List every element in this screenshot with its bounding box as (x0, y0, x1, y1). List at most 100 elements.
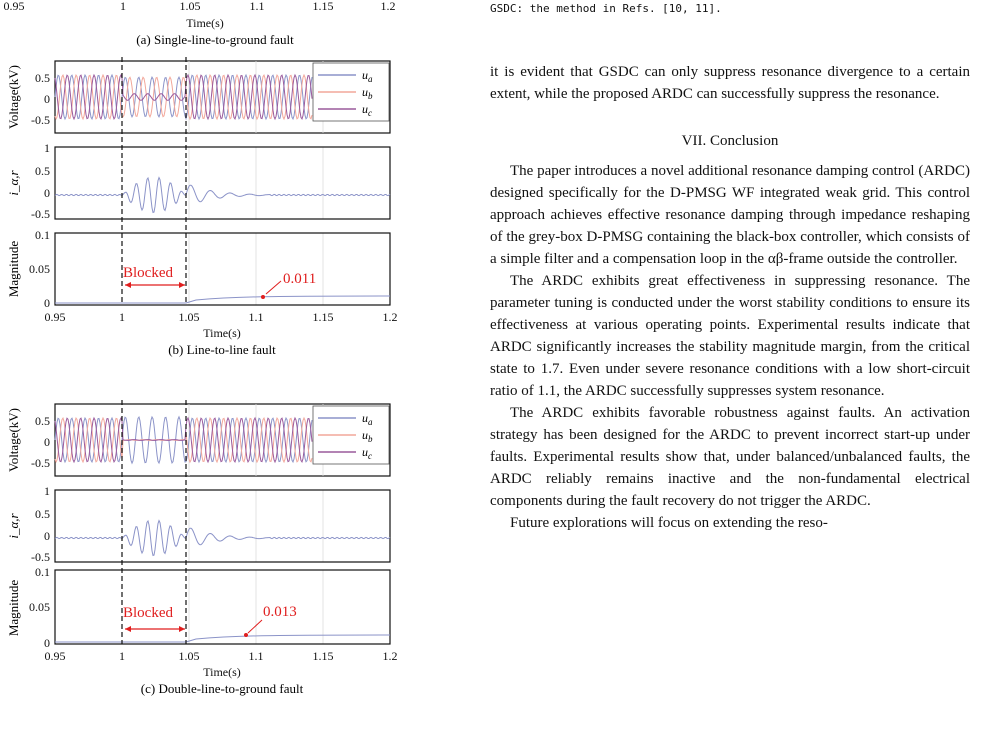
paragraph: The paper introduces a novel additional … (490, 163, 970, 267)
legend-ub: ub (362, 428, 373, 444)
voltage-ylabel: Voltage(kV) (6, 65, 21, 129)
tick-label: -0.5 (31, 207, 50, 221)
figure-caption: (a) Single-line-to-ground fault (136, 32, 294, 47)
tick-label: 1.1 (249, 649, 264, 663)
blocked-label: Blocked (123, 265, 173, 281)
figure-c: Voltage(kV) 0.5 0 -0.5 ua ub uc i_α,r 1 … (0, 398, 460, 732)
tick-label: 0.95 (45, 310, 66, 324)
tick-label: 1.2 (383, 649, 398, 663)
note-text: GSDC: the method in Refs. [10, 11]. (490, 2, 722, 15)
tick-label: 1.15 (313, 0, 334, 13)
magnitude-ylabel: Magnitude (6, 580, 21, 637)
blocked-arrow-head-right (179, 282, 185, 288)
magnitude-ylabel: Magnitude (6, 241, 21, 298)
figure-caption: (c) Double-line-to-ground fault (141, 681, 304, 696)
voltage-trace (54, 73, 313, 121)
current-ylabel: i_α,r (6, 512, 21, 538)
legend-ub: ub (362, 85, 373, 101)
peak-annotation: 0.011 (283, 271, 316, 287)
current-waveform (54, 519, 391, 557)
figure-b-svg: Voltage(kV) 0.5 0 -0.5 ua ub uc i_α,r 1 … (6, 57, 398, 357)
table-note: GSDC: the method in Refs. [10, 11]. (490, 2, 970, 15)
tick-label: 1.05 (180, 0, 201, 13)
blocked-arrow-head-right (179, 626, 185, 632)
tick-label: 1.05 (179, 310, 200, 324)
tick-label: 0.5 (35, 414, 50, 428)
voltage-trace (54, 73, 313, 121)
figure-b: Voltage(kV) 0.5 0 -0.5 ua ub uc i_α,r 1 … (0, 55, 460, 385)
tick-label: -0.5 (31, 113, 50, 127)
tick-label: 1.15 (313, 649, 334, 663)
tick-label: 0.5 (35, 71, 50, 85)
tick-label: 0 (44, 636, 50, 650)
voltage-trace (54, 73, 313, 121)
current-trace (54, 519, 391, 557)
figure-a-fragment: 0.95 1 1.05 1.1 1.15 1.2 Time(s) (a) Sin… (0, 0, 440, 50)
legend-uc: uc (362, 445, 372, 461)
x-axis-label: Time(s) (203, 326, 241, 340)
tick-label: 0 (44, 296, 50, 310)
figure-a-xaxis: 0.95 1 1.05 1.1 1.15 1.2 Time(s) (a) Sin… (4, 0, 396, 47)
legend: ua ub uc (312, 405, 390, 465)
voltage-waveforms (54, 61, 324, 305)
annotation-point (244, 633, 248, 637)
current-waveform (54, 176, 391, 214)
tick-label: 1 (119, 310, 125, 324)
blocked-label: Blocked (123, 605, 173, 621)
tick-label: 0.1 (35, 565, 50, 579)
tick-label: 0.1 (35, 228, 50, 242)
blocked-arrow-head-left (125, 626, 131, 632)
fault-markers (121, 57, 187, 305)
legend-ua: ua (362, 411, 373, 427)
figure-c-svg: Voltage(kV) 0.5 0 -0.5 ua ub uc i_α,r 1 … (6, 400, 398, 696)
annotation-pointer (265, 280, 282, 295)
tick-label: 1 (44, 141, 50, 155)
tick-label: 0 (44, 435, 50, 449)
tick-label: 0.5 (35, 164, 50, 178)
tick-label: 0 (44, 186, 50, 200)
legend: ua ub uc (312, 62, 390, 122)
annotation-pointer (247, 619, 263, 634)
tick-label: 0.05 (29, 262, 50, 276)
voltage-trace (54, 416, 313, 464)
current-ylabel: i_α,r (6, 169, 21, 195)
legend-ua: ua (362, 68, 373, 84)
tick-label: -0.5 (31, 550, 50, 564)
magnitude-curve (55, 634, 391, 643)
body-text: it is evident that GSDC can only suppres… (490, 61, 970, 534)
magnitude-trace (55, 295, 391, 304)
tick-label: 1.2 (381, 0, 396, 13)
current-panel-frame (54, 146, 391, 220)
paragraph: Future explorations will focus on extend… (510, 515, 828, 531)
tick-label: 1.1 (250, 0, 265, 13)
fault-markers (121, 400, 187, 644)
tick-label: 1.2 (383, 310, 398, 324)
tick-label: 0.5 (35, 507, 50, 521)
figure-caption: (b) Line-to-line fault (168, 342, 276, 357)
tick-label: -0.5 (31, 456, 50, 470)
x-axis-label: Time(s) (186, 16, 224, 30)
voltage-trace (54, 415, 313, 465)
paragraph: The ARDC exhibits great effectiveness in… (490, 273, 970, 399)
magnitude-panel-frame (54, 232, 391, 306)
tick-label: 1 (120, 0, 126, 13)
tick-label: 1 (119, 649, 125, 663)
voltage-ylabel: Voltage(kV) (6, 408, 21, 472)
tick-label: 1.1 (249, 310, 264, 324)
magnitude-trace (55, 634, 391, 643)
magnitude-curve (55, 295, 391, 304)
current-trace (54, 176, 391, 214)
legend-uc: uc (362, 102, 372, 118)
current-panel-frame (54, 489, 391, 563)
section-title: VII. Conclusion (681, 133, 779, 149)
tick-label: 0.95 (4, 0, 25, 13)
paragraph: The ARDC exhibits favorable robustness a… (490, 405, 970, 509)
tick-label: 1 (44, 484, 50, 498)
annotation-point (261, 295, 265, 299)
tick-label: 0.95 (45, 649, 66, 663)
magnitude-panel-frame (54, 569, 391, 645)
tick-label: 0 (44, 529, 50, 543)
blocked-arrow-head-left (125, 282, 131, 288)
voltage-trace (54, 416, 313, 464)
tick-label: 1.05 (179, 649, 200, 663)
